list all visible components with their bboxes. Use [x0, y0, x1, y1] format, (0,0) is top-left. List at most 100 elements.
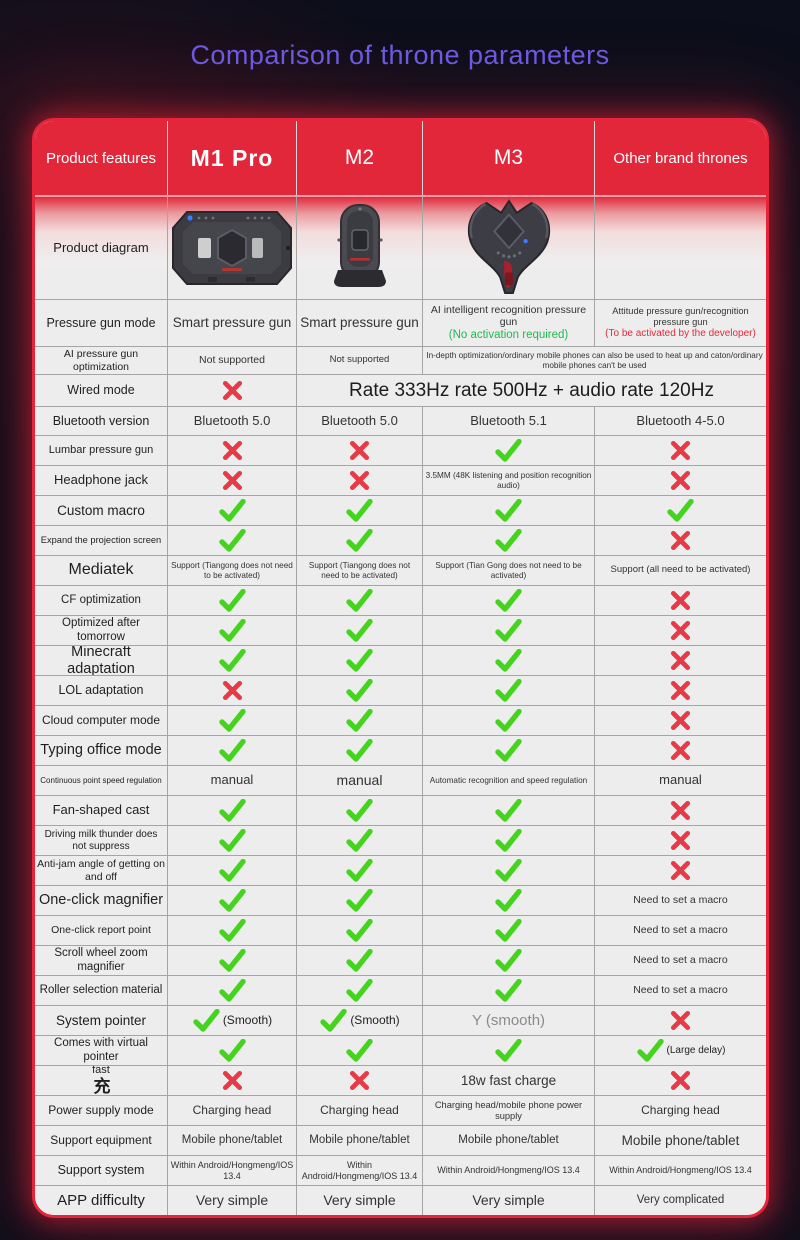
check-icon — [346, 799, 373, 822]
feature-label: AI pressure gun optimization — [35, 347, 168, 374]
cross-cell — [595, 1066, 766, 1095]
value-text: Bluetooth 5.0 — [193, 412, 271, 428]
check-cell — [423, 616, 595, 645]
cross-icon — [670, 680, 691, 701]
m2-device-cell — [297, 197, 423, 299]
table-row: Support equipment Mobile phone/tablet Mobi… — [35, 1125, 766, 1155]
cross-cell — [595, 736, 766, 765]
value-cell: Within Android/Hongmeng/IOS 13.4 — [423, 1156, 595, 1185]
check-icon — [495, 679, 522, 702]
value-text: Automatic recognition and speed regulati… — [429, 775, 588, 785]
value-cell: Need to set a macro — [595, 946, 766, 975]
table-row: Cloud computer mode — [35, 705, 766, 735]
check-icon — [346, 949, 373, 972]
check-icon — [495, 979, 522, 1002]
value-text: Very simple — [195, 1192, 269, 1209]
table-row: Bluetooth version Bluetooth 5.0 Bluetooth … — [35, 406, 766, 435]
check-icon — [495, 529, 522, 552]
cross-icon — [670, 830, 691, 851]
check-cell — [297, 1036, 423, 1065]
value-note: (Large delay) — [666, 1044, 726, 1056]
value-cell: Within Android/Hongmeng/IOS 13.4 — [168, 1156, 297, 1185]
check-cell — [168, 886, 297, 915]
value-cell: Rate 333Hz rate 500Hz + audio rate 120Hz — [297, 375, 766, 406]
check-cell — [423, 736, 595, 765]
cross-cell — [297, 466, 423, 495]
check-icon — [495, 889, 522, 912]
value-cell: Not supported — [297, 347, 423, 374]
value-text: Charging head — [192, 1102, 272, 1117]
check-icon — [346, 619, 373, 642]
check-cell — [423, 916, 595, 945]
value-text: Bluetooth 5.1 — [470, 412, 547, 428]
value-cell: Support (Tiangong does not need to be ac… — [297, 556, 423, 585]
cross-cell — [168, 436, 297, 465]
value-note: (Smooth) — [350, 1012, 400, 1027]
value-text: Mobile phone/tablet — [181, 1133, 283, 1146]
cross-icon — [670, 860, 691, 881]
check-icon — [346, 979, 373, 1002]
m1-pro-device-icon — [172, 211, 292, 285]
check-cell — [423, 676, 595, 705]
check-cell — [595, 496, 766, 525]
column-header-product-features: Product features — [35, 121, 168, 195]
value-text: Need to set a macro — [633, 894, 728, 907]
table-row: Mediatek Support (Tiangong does not need … — [35, 555, 766, 585]
table-row: Fan-shaped cast — [35, 795, 766, 825]
value-subtext: (No activation required) — [448, 328, 569, 341]
value-cell: Charging head — [595, 1096, 766, 1125]
feature-label: Wired mode — [35, 375, 168, 406]
value-text: manual — [336, 772, 383, 789]
m3-device-icon — [467, 199, 550, 294]
value-cell: Smart pressure gun — [297, 300, 423, 346]
value-cell: Within Android/Hongmeng/IOS 13.4 — [595, 1156, 766, 1185]
check-icon — [218, 889, 246, 912]
value-text: Need to set a macro — [633, 954, 728, 967]
value-cell: Support (Tiangong does not need to be ac… — [168, 556, 297, 585]
feature-label: CF optimization — [35, 586, 168, 615]
value-cell: Mobile phone/tablet — [297, 1126, 423, 1155]
feature-label: Roller selection material — [35, 976, 168, 1005]
table-row: Product diagram — [35, 197, 766, 299]
check-icon — [218, 1039, 246, 1062]
table-row: Pressure gun mode Smart pressure gun Smart… — [35, 299, 766, 346]
check-cell: (Large delay) — [595, 1036, 766, 1065]
value-cell: Very simple — [297, 1186, 423, 1215]
table-row: Optimized after tomorrow — [35, 615, 766, 645]
value-cell: In-depth optimization/ordinary mobile ph… — [423, 347, 766, 374]
check-cell: (Smooth) — [168, 1006, 297, 1035]
check-icon — [218, 949, 246, 972]
feature-label: Cloud computer mode — [35, 706, 168, 735]
table-row: One-click magnifier Need to set a macro — [35, 885, 766, 915]
check-icon — [218, 499, 246, 522]
cross-cell — [595, 466, 766, 495]
check-cell — [297, 736, 423, 765]
feature-label: Custom macro — [35, 496, 168, 525]
feature-label: Comes with virtual pointer — [35, 1036, 168, 1065]
check-cell — [168, 496, 297, 525]
value-cell: Very simple — [423, 1186, 595, 1215]
value-text: Support (all need to be activated) — [610, 564, 751, 576]
feature-label: Support system — [35, 1156, 168, 1185]
check-icon — [346, 679, 373, 702]
check-icon — [495, 499, 522, 522]
cross-icon — [222, 470, 242, 491]
feature-label: Bluetooth version — [35, 407, 168, 435]
cross-cell — [595, 826, 766, 855]
check-icon — [218, 739, 246, 762]
check-cell — [297, 886, 423, 915]
check-cell — [423, 436, 595, 465]
cross-cell — [595, 676, 766, 705]
check-cell — [423, 706, 595, 735]
cross-icon — [222, 380, 242, 401]
check-cell — [168, 916, 297, 945]
feature-label: Anti-jam angle of getting on and off — [35, 856, 168, 885]
table-row: System pointer (Smooth) (Smooth) Y (smooth) — [35, 1005, 766, 1035]
cross-cell — [297, 1066, 423, 1095]
check-cell — [297, 946, 423, 975]
value-text: Very complicated — [636, 1193, 725, 1206]
cross-cell — [595, 436, 766, 465]
value-cell: Bluetooth 5.0 — [168, 407, 297, 435]
value-cell: manual — [595, 766, 766, 795]
cross-icon — [670, 740, 691, 761]
